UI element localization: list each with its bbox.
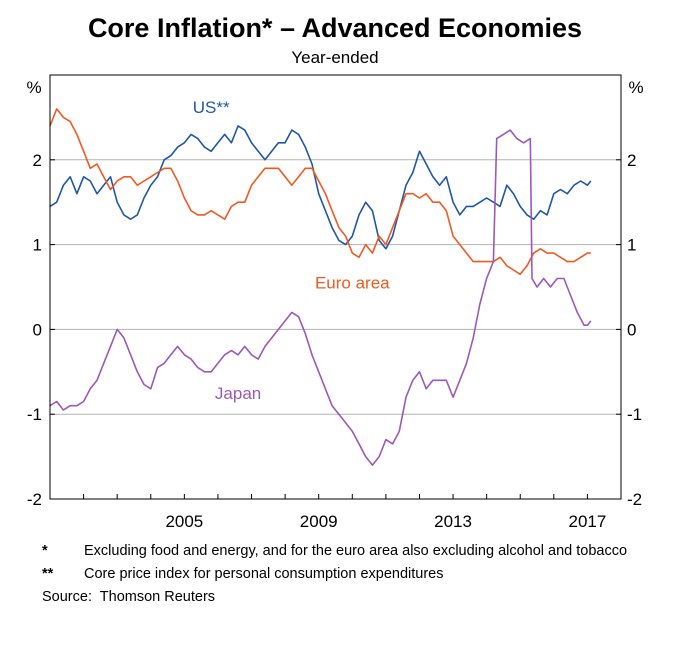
chart-canvas: Core Inflation* – Advanced Economies Yea… — [26, 13, 643, 531]
series-label: Japan — [215, 384, 261, 403]
series-line-japan — [49, 129, 592, 466]
series-label: US** — [193, 98, 230, 117]
y-tick-label-right: 1 — [627, 236, 636, 255]
footnote-2: ** Core price index for personal consump… — [42, 565, 662, 583]
series-label: Euro area — [315, 274, 390, 293]
footnote-1-mark: * — [42, 543, 48, 559]
axis-layer: -2 -2 -1 -1 0 0 1 1 2 2 2005 2009 2013 2017 — [27, 151, 642, 531]
y-tick-label-right: 2 — [627, 151, 636, 170]
y-axis-unit-right: % — [628, 78, 643, 97]
y-axis-unit-left: % — [26, 78, 41, 97]
x-tick-label: 2013 — [434, 512, 472, 531]
y-tick-label-right: 0 — [627, 320, 636, 339]
y-tick-label-right: -1 — [627, 405, 642, 424]
footnote-2-mark: ** — [42, 566, 54, 582]
x-tick-label: 2005 — [165, 512, 203, 531]
x-tick-label: 2017 — [568, 512, 606, 531]
footnote-2-text: Core price index for personal consumptio… — [84, 566, 444, 582]
y-tick-label-left: 2 — [33, 151, 42, 170]
footnote-1-text: Excluding food and energy, and for the e… — [84, 543, 628, 559]
footnotes: * Excluding food and energy, and for the… — [42, 542, 662, 606]
source-label: Source: — [42, 589, 92, 605]
series-line-euro-area — [49, 108, 591, 276]
chart-title: Core Inflation* – Advanced Economies — [88, 13, 582, 43]
y-tick-label-left: -1 — [27, 405, 42, 424]
plot-frame — [49, 74, 622, 500]
source-line: Source: Thomson Reuters — [42, 588, 662, 606]
series-line-us — [49, 125, 592, 250]
y-tick-label-left: 0 — [33, 320, 42, 339]
chart-subtitle: Year-ended — [291, 48, 378, 67]
grid-layer — [50, 159, 621, 415]
y-tick-label-left: -2 — [27, 490, 42, 509]
x-tick-label: 2009 — [300, 512, 338, 531]
label-layer: US** Euro area Japan — [193, 98, 390, 403]
source-text: Thomson Reuters — [99, 589, 216, 605]
y-tick-label-right: -2 — [627, 490, 642, 509]
footnote-1: * Excluding food and energy, and for the… — [42, 542, 662, 560]
series-layer — [49, 108, 592, 466]
y-tick-label-left: 1 — [33, 236, 42, 255]
